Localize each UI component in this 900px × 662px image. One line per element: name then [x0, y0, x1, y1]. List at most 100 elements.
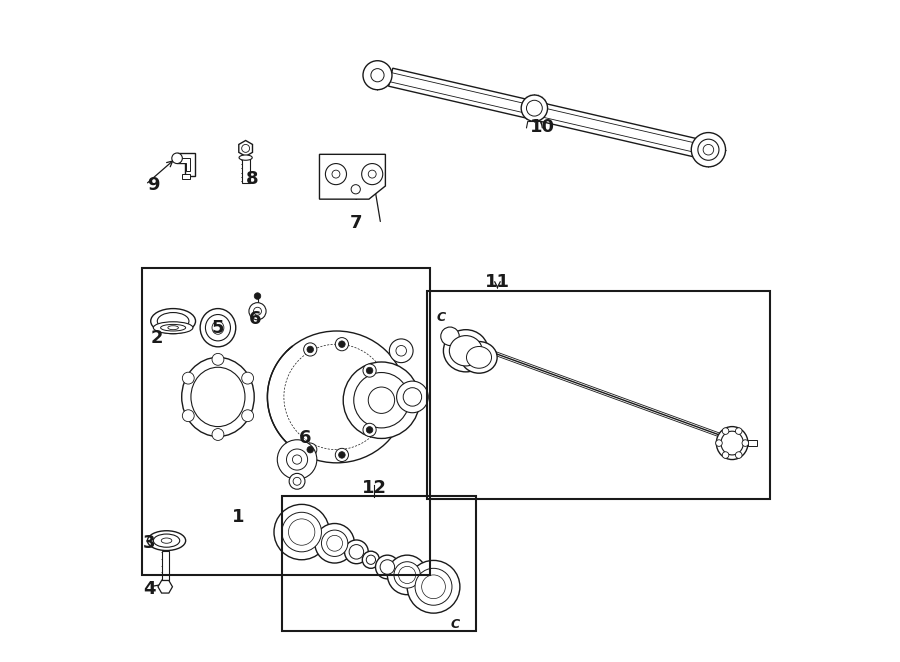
Circle shape [212, 428, 224, 440]
Circle shape [375, 555, 400, 579]
Circle shape [380, 560, 394, 574]
Polygon shape [177, 153, 195, 176]
Circle shape [363, 423, 376, 436]
Circle shape [363, 61, 392, 90]
Circle shape [254, 307, 262, 315]
Ellipse shape [267, 331, 406, 463]
Circle shape [315, 524, 355, 563]
Circle shape [307, 346, 313, 353]
Ellipse shape [168, 326, 178, 330]
Text: C: C [436, 311, 446, 324]
Ellipse shape [721, 431, 743, 455]
Circle shape [338, 451, 346, 458]
Bar [282, 496, 476, 631]
Ellipse shape [461, 342, 497, 373]
Circle shape [338, 341, 346, 348]
Circle shape [691, 132, 725, 167]
Circle shape [723, 428, 729, 434]
Circle shape [321, 530, 347, 557]
Ellipse shape [161, 538, 172, 544]
Circle shape [242, 410, 254, 422]
Circle shape [371, 69, 384, 82]
Circle shape [254, 293, 261, 299]
Circle shape [307, 446, 313, 453]
Circle shape [415, 568, 452, 605]
Text: 11: 11 [485, 273, 510, 291]
Circle shape [172, 153, 183, 164]
Polygon shape [244, 344, 337, 449]
Circle shape [407, 561, 460, 613]
Text: 6: 6 [249, 310, 262, 328]
Circle shape [362, 164, 382, 185]
Ellipse shape [239, 155, 252, 160]
Circle shape [368, 170, 376, 178]
Text: 7: 7 [350, 214, 363, 232]
Ellipse shape [200, 308, 236, 347]
Ellipse shape [150, 308, 195, 334]
Circle shape [526, 100, 543, 116]
Circle shape [327, 536, 343, 551]
Circle shape [345, 540, 368, 564]
Circle shape [396, 346, 407, 356]
Circle shape [212, 354, 224, 365]
Circle shape [403, 388, 422, 406]
Circle shape [336, 338, 348, 351]
Polygon shape [389, 68, 698, 157]
Circle shape [521, 95, 547, 121]
Text: C: C [451, 618, 460, 631]
Ellipse shape [205, 314, 230, 341]
Polygon shape [242, 156, 249, 183]
Polygon shape [748, 440, 757, 446]
Ellipse shape [212, 321, 224, 334]
Circle shape [274, 504, 329, 560]
Ellipse shape [148, 531, 185, 551]
Ellipse shape [158, 312, 189, 330]
Ellipse shape [153, 534, 180, 547]
Text: 3: 3 [143, 534, 156, 552]
Circle shape [303, 343, 317, 356]
Text: 4: 4 [143, 581, 156, 598]
Circle shape [441, 327, 459, 346]
Bar [427, 291, 770, 499]
Polygon shape [320, 154, 385, 199]
Text: 9: 9 [147, 175, 159, 194]
Circle shape [390, 339, 413, 363]
Circle shape [183, 372, 194, 384]
Text: 12: 12 [362, 479, 387, 497]
Circle shape [366, 367, 373, 374]
Circle shape [363, 364, 376, 377]
Ellipse shape [182, 357, 254, 436]
Ellipse shape [444, 330, 488, 372]
Text: 10: 10 [530, 118, 554, 136]
Text: 1: 1 [231, 508, 244, 526]
Circle shape [293, 477, 301, 485]
Circle shape [716, 440, 723, 446]
Circle shape [336, 448, 348, 461]
Circle shape [735, 451, 742, 458]
Text: 2: 2 [150, 328, 163, 347]
Circle shape [242, 144, 249, 152]
Circle shape [354, 373, 410, 428]
Text: 5: 5 [212, 318, 224, 337]
Circle shape [349, 545, 364, 559]
Circle shape [422, 575, 446, 598]
Ellipse shape [153, 322, 193, 334]
Circle shape [351, 185, 360, 194]
Circle shape [289, 519, 315, 545]
Circle shape [387, 555, 427, 594]
Circle shape [397, 381, 428, 412]
Polygon shape [162, 551, 168, 580]
Bar [142, 268, 430, 575]
Polygon shape [158, 581, 173, 593]
Text: 6: 6 [299, 429, 311, 447]
Polygon shape [390, 73, 697, 152]
Circle shape [286, 449, 308, 470]
Circle shape [277, 440, 317, 479]
Circle shape [343, 362, 419, 438]
Circle shape [735, 428, 742, 434]
Circle shape [292, 455, 302, 464]
Circle shape [282, 512, 321, 552]
Circle shape [366, 555, 375, 565]
Polygon shape [180, 158, 190, 171]
Ellipse shape [466, 346, 491, 368]
